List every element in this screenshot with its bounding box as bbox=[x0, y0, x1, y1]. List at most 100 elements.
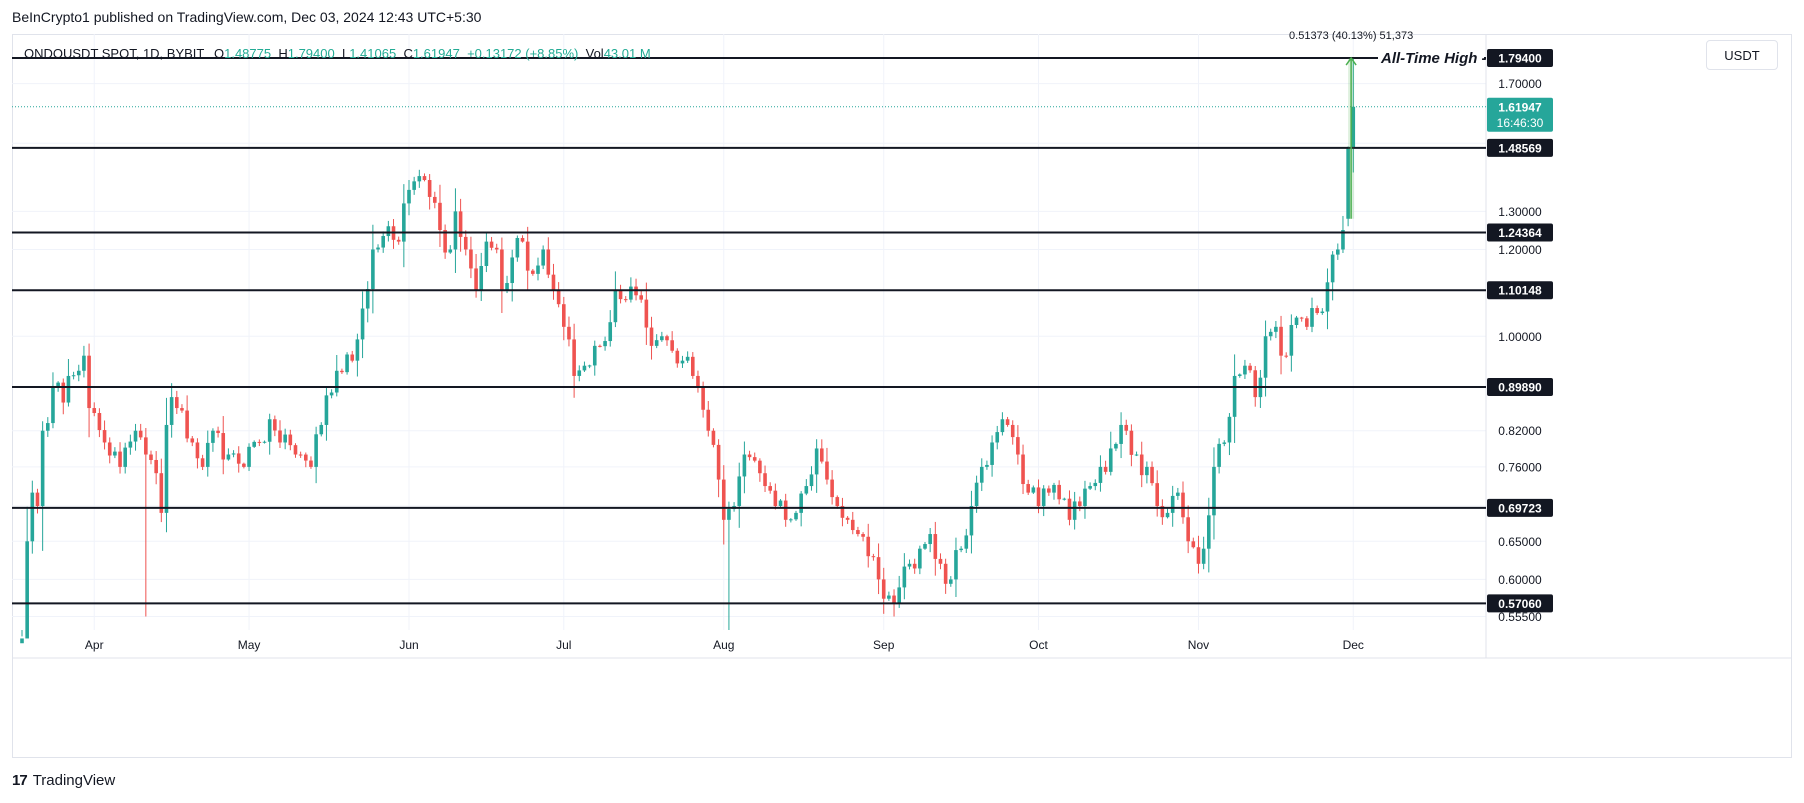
candle-body bbox=[319, 424, 324, 435]
candle-body bbox=[1351, 106, 1356, 148]
candle-body bbox=[200, 458, 205, 467]
candle-body bbox=[711, 430, 716, 445]
candle-body bbox=[1129, 430, 1134, 455]
candle-body bbox=[267, 419, 272, 442]
level-price-tag bbox=[1487, 498, 1553, 517]
candle-body bbox=[1176, 492, 1180, 496]
candle-body bbox=[670, 340, 674, 351]
candle-body bbox=[1072, 501, 1077, 520]
candle-body bbox=[629, 286, 633, 300]
candle-body bbox=[706, 409, 711, 431]
candle-body bbox=[789, 519, 793, 521]
candle-body bbox=[1093, 482, 1098, 487]
candle-body bbox=[546, 249, 551, 275]
candle-body bbox=[175, 397, 179, 409]
candle-body bbox=[345, 354, 349, 373]
candle-body bbox=[190, 438, 195, 443]
level-price-tag bbox=[1487, 377, 1553, 396]
all-time-high-annotation: All-Time High - bbox=[1380, 50, 1487, 67]
candle-body bbox=[1062, 498, 1067, 500]
candle-body bbox=[443, 230, 447, 253]
candle-body bbox=[701, 386, 705, 410]
measure-arrowhead-icon bbox=[1345, 56, 1357, 66]
level-price-tag bbox=[1487, 223, 1553, 242]
candle-body bbox=[603, 341, 607, 347]
candle-body bbox=[376, 247, 380, 250]
candle-body bbox=[856, 530, 860, 535]
candle-body bbox=[1279, 326, 1283, 356]
candle-body bbox=[763, 473, 767, 487]
candle-body bbox=[778, 500, 783, 507]
candle-body bbox=[350, 354, 355, 361]
candle-body bbox=[484, 241, 489, 266]
time-axis-tick: Oct bbox=[1029, 638, 1048, 652]
candle-body bbox=[46, 423, 50, 431]
candle-body bbox=[340, 370, 344, 373]
candle-body bbox=[912, 563, 917, 569]
time-axis-tick: May bbox=[238, 638, 261, 652]
candle-body bbox=[195, 442, 200, 459]
candle-body bbox=[154, 459, 158, 474]
candle-body bbox=[87, 355, 91, 409]
candle-body bbox=[1201, 548, 1206, 564]
volume-label: Vol bbox=[585, 46, 604, 61]
candle-body bbox=[1330, 254, 1335, 283]
candle-body bbox=[556, 290, 561, 305]
candle-body bbox=[551, 274, 556, 291]
price-axis-tick: 1.70000 bbox=[1498, 77, 1542, 91]
candle-body bbox=[613, 290, 618, 323]
price-axis-tick: 0.76000 bbox=[1498, 460, 1542, 474]
candle-body bbox=[830, 479, 834, 498]
symbol-info-bar: ONDOUSDT SPOT, 1D, BYBIT O1.48775 H1.794… bbox=[24, 46, 651, 61]
close-value: 1.61947 bbox=[412, 46, 460, 61]
price-axis-tick: 0.60000 bbox=[1498, 573, 1542, 587]
chart-frame bbox=[12, 34, 1792, 758]
level-price-label: 1.79400 bbox=[1498, 52, 1542, 66]
candle-body bbox=[422, 176, 427, 181]
candle-body bbox=[1052, 484, 1056, 493]
candle-body bbox=[794, 512, 798, 520]
candle-body bbox=[727, 509, 731, 520]
candle-body bbox=[938, 558, 943, 564]
candle-body bbox=[66, 375, 71, 403]
high-label: H bbox=[278, 46, 288, 61]
price-axis-tick: 0.55500 bbox=[1498, 610, 1542, 624]
candle-body bbox=[82, 355, 86, 371]
currency-button[interactable]: USDT bbox=[1706, 40, 1778, 70]
candle-body bbox=[360, 308, 365, 340]
candle-body bbox=[598, 345, 602, 347]
candle-body bbox=[897, 587, 901, 604]
tradingview-brand[interactable]: 17 TradingView bbox=[12, 772, 115, 789]
candle-body bbox=[1346, 147, 1350, 219]
candle-body bbox=[138, 430, 143, 438]
candle-body bbox=[1294, 317, 1299, 325]
candle-body bbox=[314, 434, 318, 467]
candle-body bbox=[918, 548, 922, 569]
candle-body bbox=[1067, 498, 1072, 520]
candle-body bbox=[696, 375, 700, 387]
candle-body bbox=[582, 365, 587, 371]
candle-body bbox=[118, 451, 122, 467]
level-price-label: 0.57060 bbox=[1498, 597, 1542, 611]
candle-body bbox=[716, 444, 721, 480]
candle-body bbox=[954, 550, 958, 580]
candle-body bbox=[649, 327, 654, 346]
candle-body bbox=[1227, 416, 1232, 443]
level-price-label: 0.69723 bbox=[1498, 501, 1542, 515]
symbol-name: ONDOUSDT SPOT, 1D, BYBIT bbox=[24, 46, 205, 61]
candle-body bbox=[433, 196, 437, 203]
candle-body bbox=[721, 479, 726, 520]
candle-body bbox=[654, 340, 659, 346]
time-axis-tick: Sep bbox=[873, 638, 895, 652]
candle-body bbox=[660, 336, 664, 341]
candle-body bbox=[577, 370, 582, 376]
candle-body bbox=[226, 454, 231, 460]
candle-body bbox=[1098, 466, 1103, 483]
candle-body bbox=[974, 482, 979, 507]
candle-body bbox=[1010, 424, 1015, 438]
candle-body bbox=[902, 566, 907, 588]
candle-body bbox=[887, 595, 891, 599]
candle-body bbox=[417, 176, 422, 182]
candle-body bbox=[298, 454, 303, 456]
